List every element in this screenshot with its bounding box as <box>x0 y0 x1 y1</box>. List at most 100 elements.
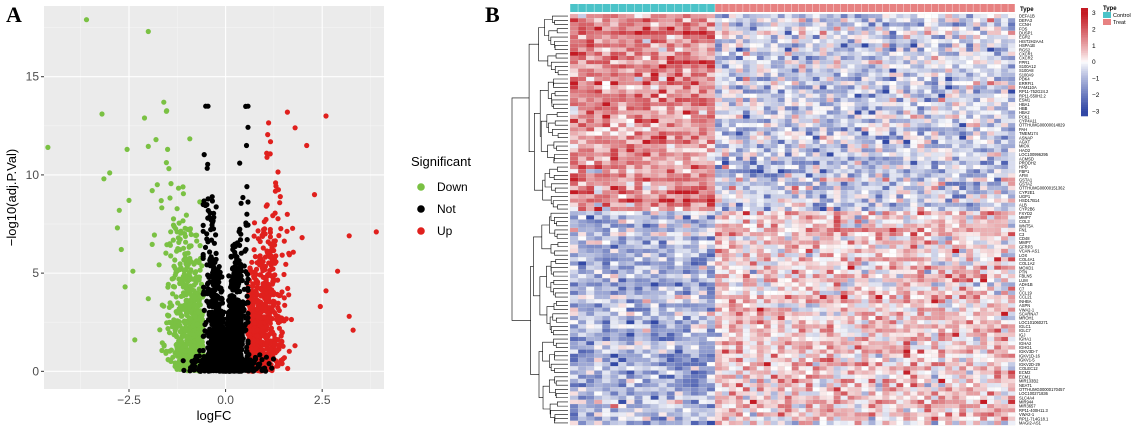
heatmap-cell <box>777 64 785 69</box>
down-point <box>183 274 189 280</box>
up-point <box>304 142 310 149</box>
heatmap-cell <box>706 64 716 69</box>
not-point <box>223 354 229 360</box>
heatmap-cell <box>569 60 579 65</box>
heatmap-cell <box>777 76 785 82</box>
down-point <box>183 320 189 326</box>
heatmap-cell <box>610 34 619 40</box>
heatmap-cell <box>959 55 967 61</box>
down-point <box>190 276 196 282</box>
up-point <box>258 319 264 326</box>
down-point <box>163 250 169 256</box>
heatmap-cell <box>1007 39 1016 44</box>
heatmap-cell <box>840 60 848 65</box>
heatmap-cell <box>903 26 911 31</box>
heatmap-cell <box>840 26 848 31</box>
heatmap-cell <box>980 64 988 69</box>
heatmap-cell <box>577 76 587 82</box>
heatmap-cell <box>770 34 778 40</box>
heatmap-cell <box>610 13 619 19</box>
heatmap-cell <box>634 85 643 90</box>
heatmap-cell <box>594 26 603 31</box>
heatmap-cell <box>903 72 911 78</box>
heatmap-cell <box>763 51 771 57</box>
heatmap-cell <box>756 34 765 40</box>
heatmap-cell <box>917 43 925 48</box>
heatmap-cell <box>577 60 587 65</box>
heatmap-cell <box>917 85 925 90</box>
heatmap-cell <box>577 64 587 69</box>
down-point <box>166 166 172 172</box>
heatmap-cell <box>674 68 683 73</box>
heatmap-cell <box>959 68 967 73</box>
heatmap-cell <box>1007 13 1016 19</box>
dendrogram-branch <box>556 221 568 227</box>
legend-label-up: Up <box>437 224 453 238</box>
heatmap-cell <box>634 64 643 69</box>
not-point <box>200 222 206 228</box>
heatmap-cell <box>756 30 765 36</box>
down-point <box>187 316 193 322</box>
heatmap-cell <box>854 89 862 94</box>
heatmap-cell <box>931 55 939 61</box>
heatmap-cell <box>819 85 827 90</box>
heatmap-cell <box>728 43 737 48</box>
x-axis-label: logFC <box>197 408 232 423</box>
heatmap-cell <box>682 85 692 90</box>
heatmap-cell <box>854 55 862 61</box>
heatmap-cell <box>952 26 960 31</box>
heatmap-cell <box>826 30 834 36</box>
down-point <box>158 198 164 204</box>
heatmap-cell <box>847 22 855 27</box>
not-point <box>219 296 225 302</box>
heatmap-cell <box>952 51 960 57</box>
heatmap-cell <box>735 60 744 65</box>
heatmap-cell <box>938 72 946 78</box>
heatmap-cell <box>966 55 974 61</box>
heatmap-cell <box>735 51 744 57</box>
heatmap-cell <box>777 51 785 57</box>
up-point <box>272 188 278 194</box>
heatmap-cell <box>666 72 675 78</box>
heatmap-cell <box>714 18 723 23</box>
dendrogram-branch <box>551 99 568 107</box>
heatmap-cell <box>618 39 627 44</box>
heatmap-cell <box>756 13 765 19</box>
not-point <box>200 291 206 297</box>
heatmap-cell <box>875 85 883 90</box>
dendrogram-branch <box>554 376 568 384</box>
heatmap-cell <box>594 89 603 94</box>
heatmap-cell <box>952 43 960 48</box>
down-point <box>165 284 171 290</box>
heatmap-cell <box>586 81 595 86</box>
heatmap-cell <box>910 43 918 48</box>
not-point <box>241 286 247 292</box>
heatmap-cell <box>833 81 841 86</box>
not-point <box>226 342 233 348</box>
down-point <box>166 330 173 336</box>
heatmap-cell <box>586 18 595 23</box>
up-point <box>311 192 318 198</box>
not-point <box>231 280 237 286</box>
up-point <box>285 365 291 372</box>
dendrogram-branch <box>548 379 556 393</box>
heatmap-cell <box>882 13 890 19</box>
heatmap-cell <box>805 81 813 86</box>
heatmap-cell <box>966 64 974 69</box>
heatmap-cell <box>642 47 651 52</box>
not-point <box>213 293 219 299</box>
down-point <box>167 195 173 201</box>
heatmap-cell <box>993 68 1002 73</box>
down-point <box>156 262 162 268</box>
not-point <box>248 363 254 369</box>
heatmap-cell <box>959 43 967 48</box>
heatmap-cell <box>569 34 579 40</box>
heatmap-cell <box>682 39 692 44</box>
heatmap-cell <box>634 34 643 40</box>
heatmap-cell <box>833 43 841 48</box>
heatmap-cell <box>777 34 785 40</box>
dendrogram-branch <box>550 61 568 70</box>
down-point <box>145 143 151 149</box>
heatmap-cell <box>749 18 758 23</box>
